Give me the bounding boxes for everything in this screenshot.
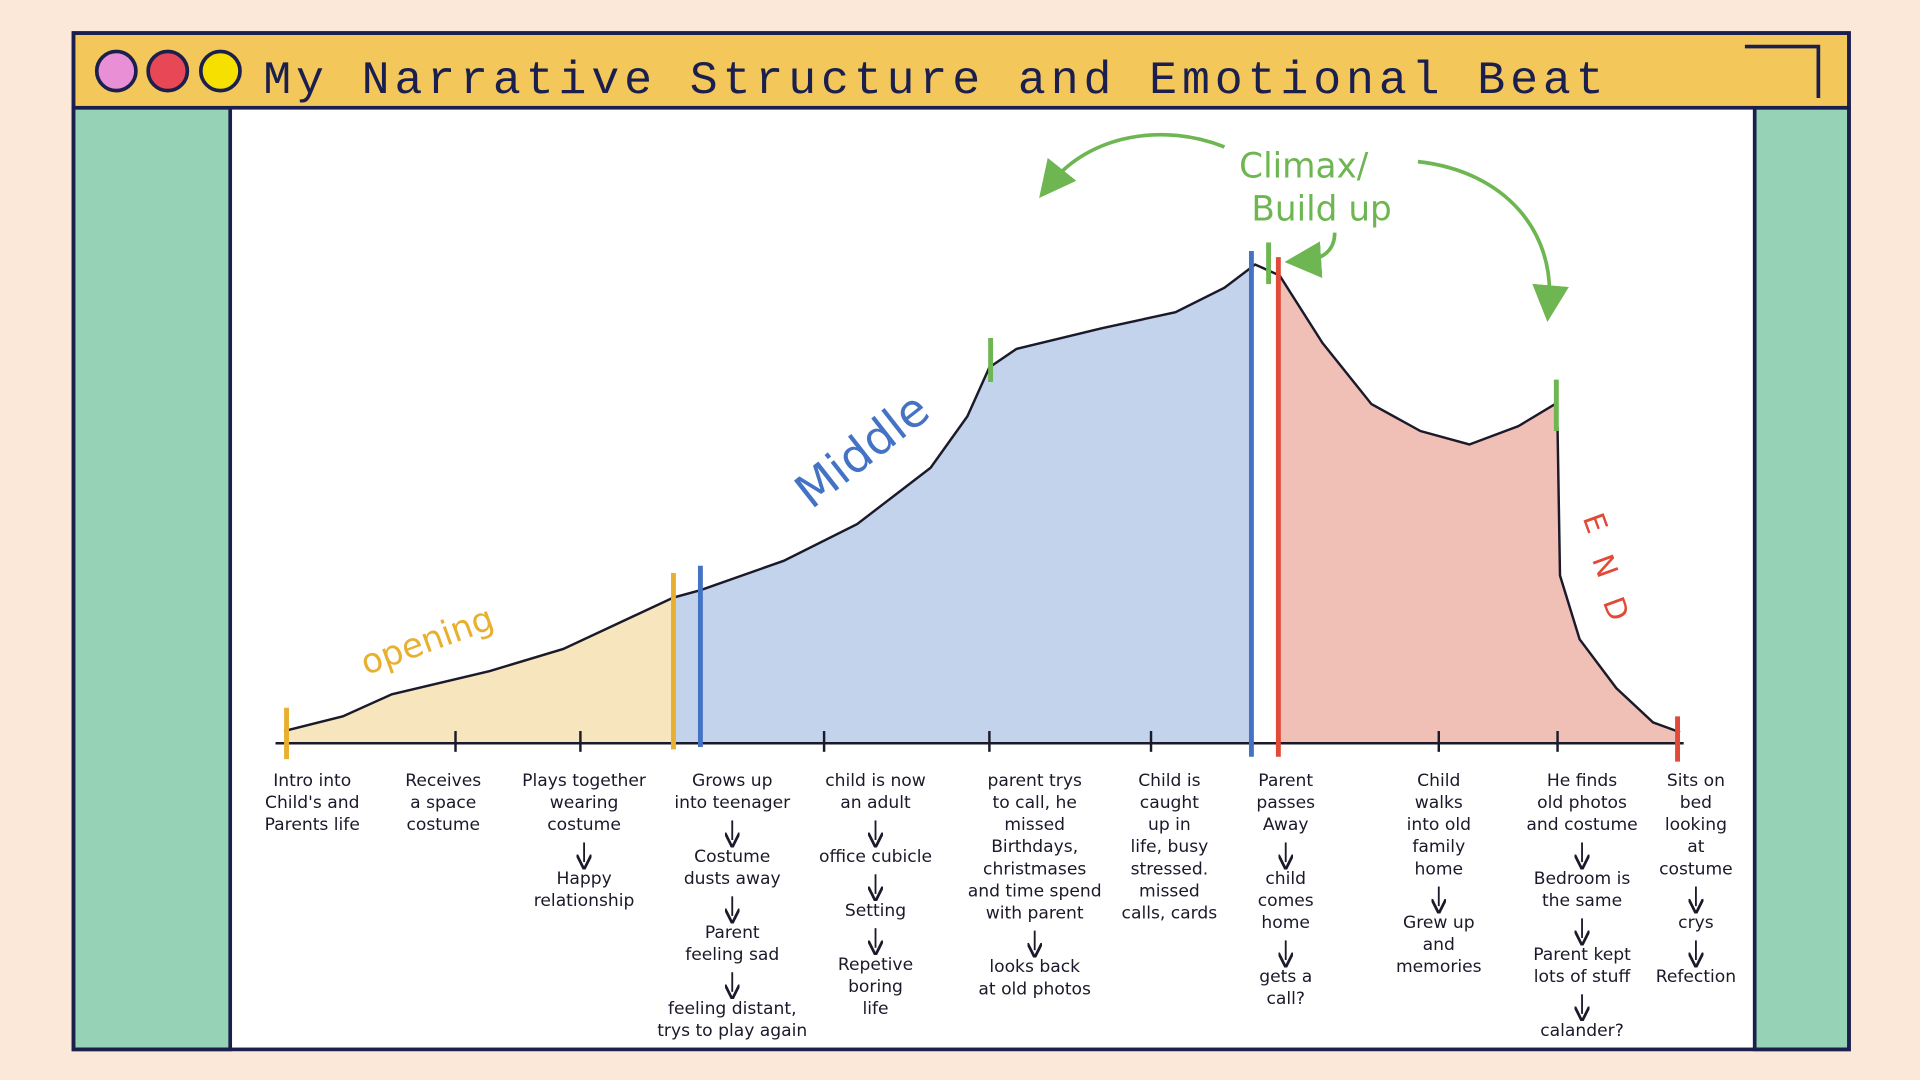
annotation: office cubicle <box>819 847 932 867</box>
annotation: feeling distant, <box>668 999 797 1019</box>
annotation: Costume <box>694 847 770 867</box>
window-button[interactable] <box>94 49 138 93</box>
annotation: missed <box>1139 881 1200 901</box>
annotation: caught <box>1140 793 1199 813</box>
annotation: and costume <box>1526 815 1637 835</box>
annotation: Grew up <box>1403 913 1475 933</box>
window-button[interactable] <box>146 49 190 93</box>
corner-bracket <box>1744 44 1821 98</box>
annotation: memories <box>1396 957 1482 977</box>
annotation: child is now <box>825 771 926 791</box>
annotation: bed <box>1680 793 1712 813</box>
annotation: costume <box>1659 859 1733 879</box>
annotation: Sits on <box>1667 771 1725 791</box>
ticks <box>454 731 1559 752</box>
annotation: Bedroom is <box>1534 869 1631 889</box>
area-fill <box>673 267 1252 744</box>
title-bar <box>71 31 1851 110</box>
arrow <box>1284 232 1337 278</box>
annotation: parent trys <box>987 771 1081 791</box>
annotation: passes <box>1256 793 1315 813</box>
annotation: a space <box>410 793 476 813</box>
annotation: at old photos <box>978 979 1091 999</box>
annotation: up in <box>1148 815 1191 835</box>
annotation: into old <box>1407 815 1471 835</box>
annotation: Grows up <box>692 771 773 791</box>
annotation: life <box>862 999 888 1019</box>
title: My Narrative Structure and Emotional Bea… <box>263 54 1608 107</box>
annotation: missed <box>1004 815 1065 835</box>
annotation: comes <box>1258 891 1314 911</box>
annotation: Parents life <box>265 815 360 835</box>
annotation: gets a <box>1259 967 1312 987</box>
annotation: with parent <box>986 903 1084 923</box>
annotation: Plays together <box>522 771 647 791</box>
annotation: Child is <box>1138 771 1200 791</box>
annotation: calls, cards <box>1122 903 1218 923</box>
annotation: into teenager <box>674 793 791 813</box>
annotation: christmases <box>983 859 1086 879</box>
annotation: old photos <box>1537 793 1627 813</box>
annotation: He finds <box>1547 771 1617 791</box>
annotation: Parent <box>705 923 760 943</box>
annotation: Receives <box>405 771 481 791</box>
annotation: Refection <box>1656 967 1736 987</box>
annotation: life, busy <box>1131 837 1209 857</box>
area-fill <box>284 597 674 744</box>
annotation: costume <box>406 815 480 835</box>
annotation: call? <box>1266 989 1305 1009</box>
annotation: child <box>1265 869 1306 889</box>
side-panel <box>1752 105 1851 1052</box>
story-curve <box>283 263 1681 744</box>
annotation: Intro into <box>273 771 351 791</box>
annotation: Birthdays, <box>991 837 1078 857</box>
curve <box>283 263 1681 734</box>
arrow <box>1039 132 1226 199</box>
annotation: looks back <box>989 957 1080 977</box>
annotation: walks <box>1415 793 1463 813</box>
window-button[interactable] <box>198 49 242 93</box>
annotation: an adult <box>840 793 911 813</box>
annotation: Parent <box>1258 771 1313 791</box>
annotation: stressed. <box>1131 859 1209 879</box>
annotation: relationship <box>534 891 635 911</box>
window-frame <box>71 31 1851 1052</box>
annotation: Repetive <box>838 955 913 975</box>
annotation: and <box>1423 935 1455 955</box>
annotation: the same <box>1542 891 1622 911</box>
annotation: at <box>1687 837 1704 857</box>
annotation: dusts away <box>684 869 781 889</box>
annotation: feeling sad <box>685 945 779 965</box>
annotation: family <box>1412 837 1465 857</box>
annotation: looking <box>1665 815 1727 835</box>
annotation: Away <box>1263 815 1309 835</box>
annotation: Setting <box>845 901 906 921</box>
annotation: boring <box>848 977 903 997</box>
arrow <box>1417 159 1569 322</box>
annotation: Parent kept <box>1533 945 1631 965</box>
section-label: Build up <box>1251 189 1391 229</box>
annotation: Child <box>1417 771 1460 791</box>
annotation: wearing <box>550 793 619 813</box>
markers <box>284 242 1680 762</box>
annotation: to call, he <box>993 793 1077 813</box>
side-panel <box>71 105 233 1052</box>
annotation: calander? <box>1540 1021 1624 1041</box>
annotation: and time spend <box>968 881 1102 901</box>
climax-arrows <box>1039 132 1569 322</box>
annotation: home <box>1261 913 1310 933</box>
annotation: Child's and <box>265 793 360 813</box>
annotation: home <box>1414 859 1463 879</box>
annotation: Happy <box>556 869 611 889</box>
area-fill <box>1278 274 1680 744</box>
annotation: costume <box>547 815 621 835</box>
annotation: crys <box>1678 913 1714 933</box>
annotation: trys to play again <box>657 1021 807 1041</box>
annotation: lots of stuff <box>1534 967 1632 987</box>
section-label: Climax/ <box>1239 147 1369 187</box>
